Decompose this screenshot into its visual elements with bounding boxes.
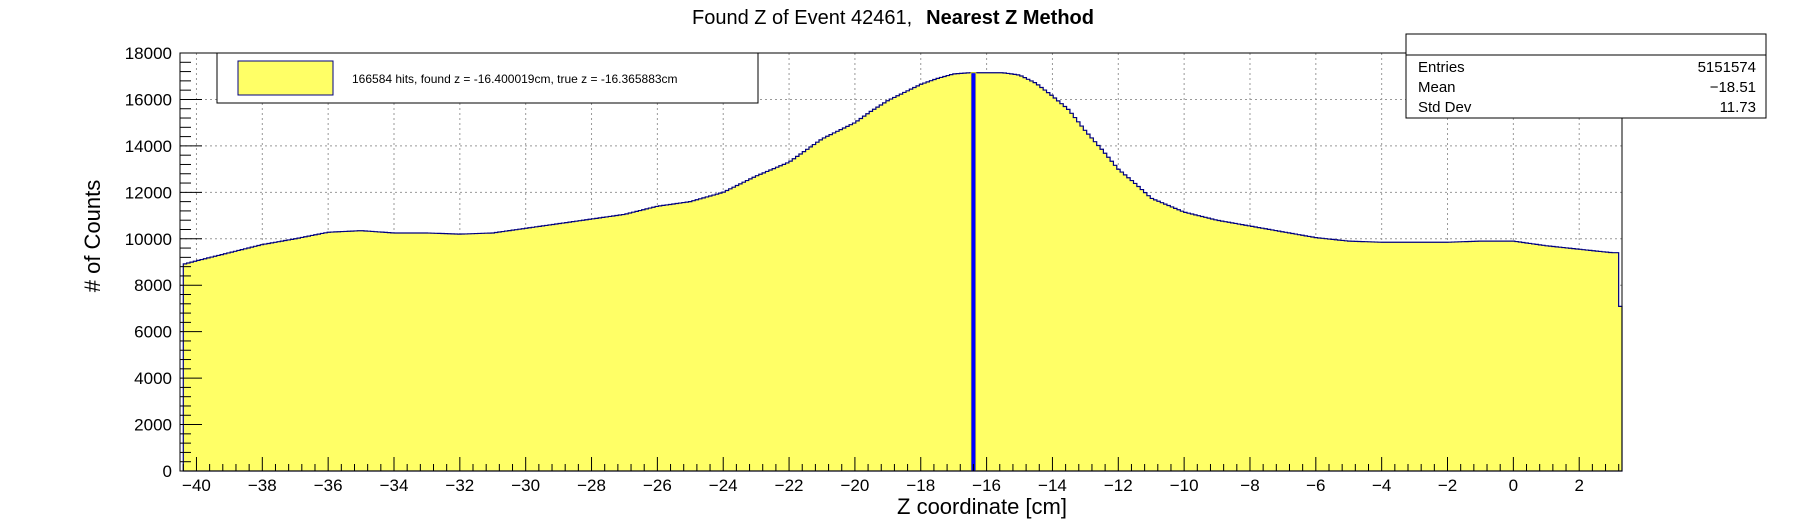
x-tick-label: −12 xyxy=(1104,476,1133,495)
y-tick-label: 16000 xyxy=(125,90,172,109)
x-tick-label: 2 xyxy=(1574,476,1583,495)
x-tick-label: −6 xyxy=(1306,476,1325,495)
x-tick-label: −30 xyxy=(511,476,540,495)
x-tick-label: −10 xyxy=(1170,476,1199,495)
y-tick-label: 2000 xyxy=(134,416,172,435)
x-tick-label: −36 xyxy=(314,476,343,495)
x-tick-label: −14 xyxy=(1038,476,1067,495)
x-tick-label: −34 xyxy=(380,476,409,495)
x-tick-label: −22 xyxy=(775,476,804,495)
x-axis-title: Z coordinate [cm] xyxy=(897,494,1067,519)
x-tick-label: −8 xyxy=(1240,476,1259,495)
x-tick-label: −40 xyxy=(182,476,211,495)
y-axis-title: # of Counts xyxy=(80,180,105,293)
stats-label-std-dev: Std Dev xyxy=(1418,99,1472,116)
histogram-area xyxy=(182,72,1623,472)
legend-box: 166584 hits, found z = -16.400019cm, tru… xyxy=(216,52,759,104)
stats-value-mean: −18.51 xyxy=(1710,79,1756,96)
stats-rows: Entries 5151574 Mean −18.51 Std Dev 11.73 xyxy=(1418,59,1756,116)
histogram-series xyxy=(182,72,1623,472)
stats-label-mean: Mean xyxy=(1418,79,1456,96)
stats-frame xyxy=(1405,33,1767,119)
x-tick-label: −2 xyxy=(1438,476,1457,495)
x-tick-label: −28 xyxy=(577,476,606,495)
y-tick-label: 14000 xyxy=(125,137,172,156)
x-tick-label: −20 xyxy=(840,476,869,495)
x-tick-label: −38 xyxy=(248,476,277,495)
legend-swatch xyxy=(237,60,334,96)
x-tick-label: −32 xyxy=(445,476,474,495)
x-tick-label: −18 xyxy=(906,476,935,495)
plot-frame xyxy=(179,52,1623,472)
x-tick-label: −26 xyxy=(643,476,672,495)
x-tick-label: −24 xyxy=(709,476,738,495)
chart-title: Found Z of Event 42461, Nearest Z Method xyxy=(692,7,1094,29)
stats-label-entries: Entries xyxy=(1418,59,1465,76)
found-z-marker xyxy=(970,72,977,472)
chart-title-method: Nearest Z Method xyxy=(926,7,1094,29)
stats-value-std-dev: 11.73 xyxy=(1720,99,1756,116)
axes: 0 2000 4000 6000 8000 10000 12000 14000 16000 180… xyxy=(125,44,1623,495)
legend-entry: 166584 hits, found z = -16.400019cm, tru… xyxy=(352,72,678,86)
y-tick-label: 6000 xyxy=(134,323,172,342)
marker-line xyxy=(970,72,977,472)
y-tick-label: 12000 xyxy=(125,183,172,202)
stats-value-entries: 5151574 xyxy=(1698,59,1756,76)
stats-box: Entries 5151574 Mean −18.51 Std Dev 11.73 xyxy=(1405,33,1767,119)
y-tick-label: 10000 xyxy=(125,230,172,249)
chart-title-main: Found Z of Event 42461, xyxy=(692,7,912,29)
y-tick-label: 18000 xyxy=(125,44,172,63)
x-tick-label: −16 xyxy=(972,476,1001,495)
y-tick-label: 4000 xyxy=(134,369,172,388)
y-tick-label: 8000 xyxy=(134,276,172,295)
x-tick-label: −4 xyxy=(1372,476,1391,495)
x-tick-label: 0 xyxy=(1509,476,1518,495)
y-tick-label: 0 xyxy=(163,462,172,481)
